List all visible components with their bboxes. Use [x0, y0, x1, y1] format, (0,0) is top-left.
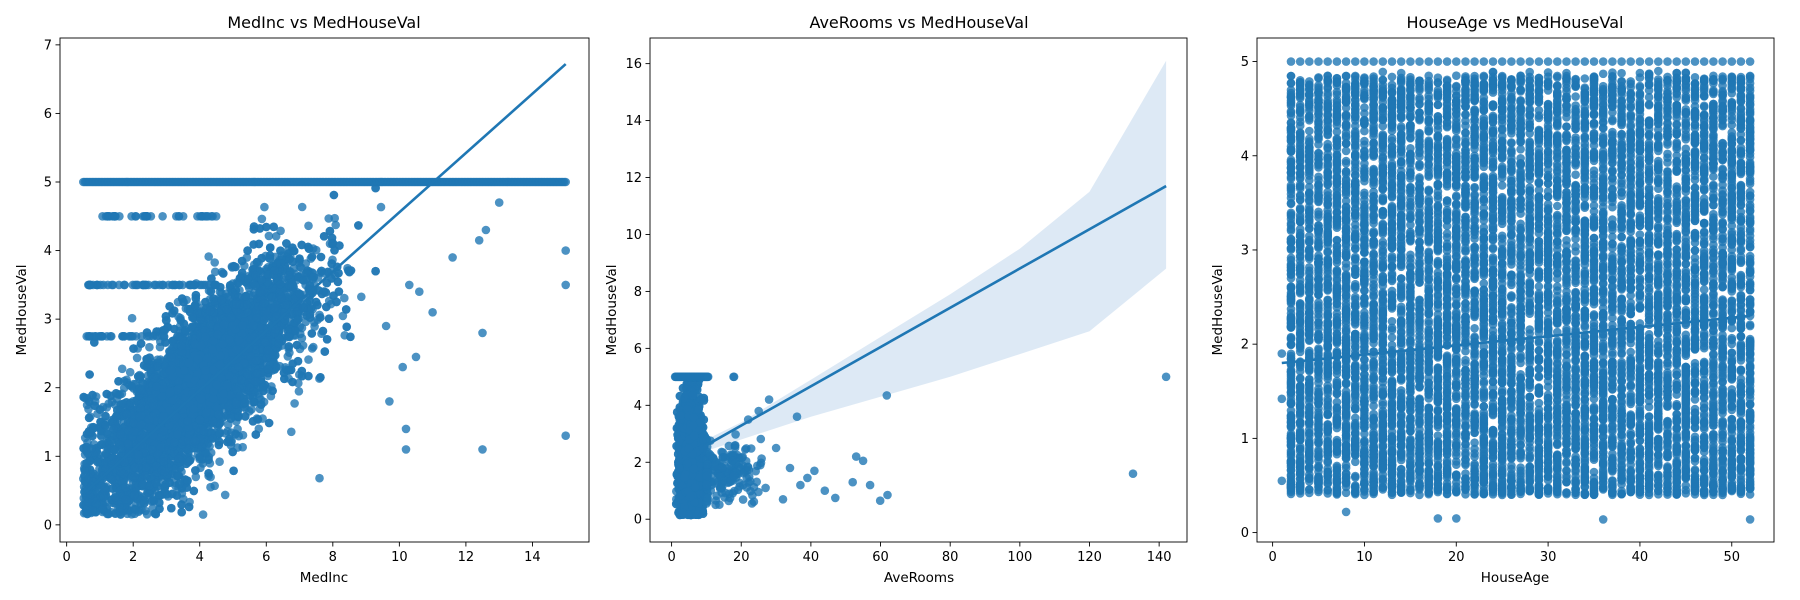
- data-point: [132, 353, 142, 363]
- data-point: [357, 292, 366, 302]
- data-point: [237, 256, 247, 266]
- data-point: [290, 399, 299, 408]
- data-point: [338, 311, 348, 321]
- data-point: [304, 244, 314, 253]
- data-point: [195, 452, 204, 462]
- data-point: [116, 467, 126, 476]
- data-point: [247, 405, 256, 414]
- data-point: [294, 387, 304, 396]
- data-point: [322, 302, 331, 312]
- data-point: [331, 220, 341, 230]
- data-point: [265, 243, 275, 252]
- data-point: [311, 245, 321, 255]
- data-point: [219, 269, 228, 278]
- data-point: [297, 202, 307, 212]
- data-point: [292, 340, 302, 350]
- data-point: [206, 482, 215, 492]
- data-point: [181, 326, 190, 335]
- plot-area: [79, 63, 570, 519]
- data-point: [215, 457, 224, 467]
- data-point: [220, 490, 230, 500]
- data-point: [168, 489, 177, 499]
- data-point: [187, 322, 197, 332]
- data-point: [371, 266, 380, 276]
- data-point: [184, 502, 194, 512]
- data-point: [226, 414, 235, 423]
- data-point: [287, 427, 296, 437]
- data-point: [264, 231, 274, 241]
- data-point: [204, 455, 213, 465]
- data-point: [316, 373, 325, 382]
- data-point: [260, 202, 269, 212]
- data-point: [307, 344, 317, 353]
- chart-title: MedInc vs MedHouseVal: [227, 13, 420, 32]
- data-point: [201, 297, 210, 307]
- data-point: [269, 222, 279, 232]
- data-point: [145, 342, 154, 352]
- data-point: [127, 313, 137, 323]
- data-point: [257, 214, 267, 224]
- data-point: [334, 287, 344, 296]
- data-point: [125, 367, 135, 377]
- data-point: [330, 213, 340, 223]
- data-point: [341, 305, 351, 314]
- data-point: [282, 239, 291, 248]
- data-point: [340, 293, 349, 303]
- data-point: [129, 344, 138, 353]
- data-point: [284, 365, 294, 375]
- data-point: [272, 259, 281, 269]
- data-point: [176, 315, 185, 325]
- data-point: [297, 333, 307, 343]
- data-point: [285, 348, 294, 358]
- data-point: [210, 258, 219, 267]
- data-point: [376, 202, 386, 212]
- data-point: [268, 386, 277, 396]
- data-point: [204, 252, 213, 261]
- data-point: [117, 364, 127, 374]
- data-point: [191, 472, 201, 482]
- data-point: [214, 440, 224, 450]
- data-point: [114, 377, 123, 386]
- data-point: [329, 190, 339, 200]
- data-point: [167, 503, 176, 513]
- data-point: [191, 466, 200, 475]
- data-point: [332, 297, 341, 307]
- data-point: [174, 471, 183, 480]
- data-point: [84, 404, 93, 414]
- data-point: [231, 430, 240, 439]
- data-point: [101, 411, 110, 421]
- data-point: [256, 400, 266, 409]
- data-point: [322, 335, 332, 344]
- y-axis-label: MedHouseVal: [14, 264, 30, 355]
- data-point: [346, 332, 355, 342]
- data-point: [249, 240, 258, 249]
- panel-medinc: MedInc vs MedHouseVal MedInc MedHouseVal…: [14, 13, 590, 586]
- data-point: [307, 329, 317, 338]
- data-point: [304, 221, 313, 231]
- x-axis-label: MedInc: [300, 570, 348, 586]
- data-point: [304, 355, 313, 364]
- data-point: [189, 486, 199, 496]
- data-point: [251, 430, 261, 439]
- data-point: [204, 469, 213, 478]
- data-point: [238, 430, 248, 440]
- data-point: [327, 233, 337, 243]
- data-point: [284, 342, 294, 351]
- data-point: [310, 322, 319, 331]
- data-point: [271, 232, 281, 241]
- data-point: [325, 226, 335, 236]
- data-point: [210, 267, 220, 277]
- data-point: [96, 440, 106, 450]
